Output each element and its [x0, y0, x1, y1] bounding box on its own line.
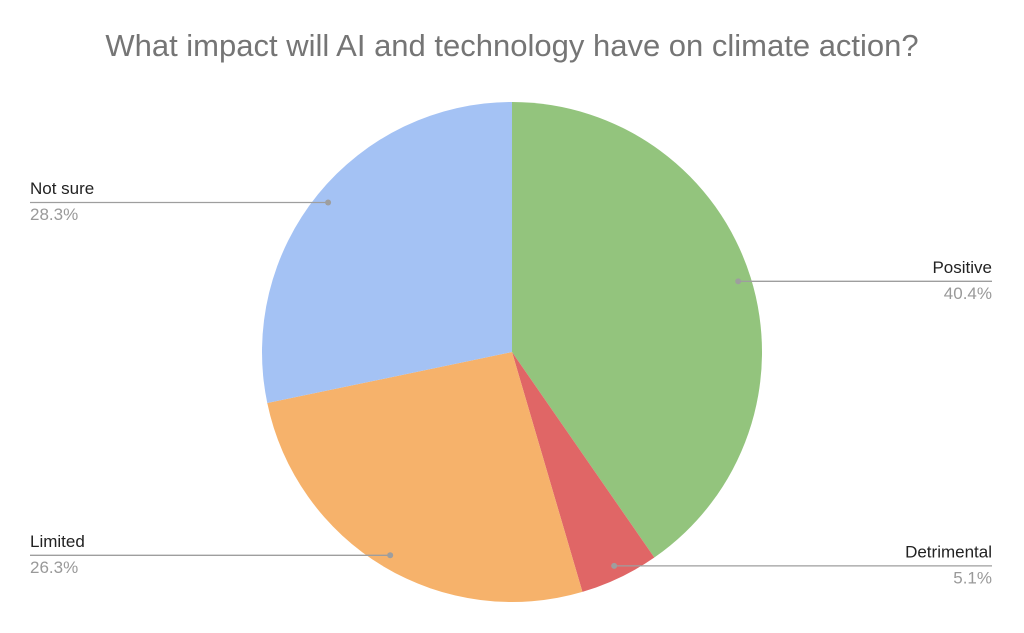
slice-label: Not sure: [30, 179, 94, 198]
pie-slice: [267, 352, 583, 602]
leader-dot: [735, 278, 742, 285]
slice-label: Detrimental: [905, 542, 992, 561]
leader-dot: [387, 552, 394, 559]
slice-label: Limited: [30, 532, 85, 551]
slice-value-label: 28.3%: [30, 205, 78, 224]
slice-value-label: 40.4%: [944, 284, 992, 303]
pie-slice: [261, 102, 512, 404]
chart-title: What impact will AI and technology have …: [105, 28, 918, 63]
pie-slice: [512, 102, 762, 558]
pie-slice: [512, 352, 655, 592]
slice-value-label: 26.3%: [30, 558, 78, 577]
slice-value-label: 5.1%: [953, 568, 992, 587]
leader-dot: [611, 562, 618, 569]
leader-dot: [325, 199, 332, 206]
slice-label: Positive: [932, 258, 992, 277]
